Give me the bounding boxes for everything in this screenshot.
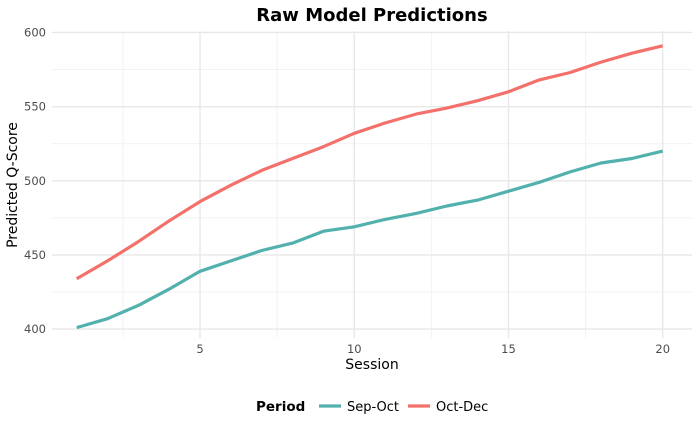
x-tick-label: 20 — [655, 342, 670, 356]
y-tick-label: 400 — [24, 322, 46, 336]
y-tick-label: 550 — [24, 100, 46, 114]
legend-title: Period — [256, 399, 305, 415]
y-axis-ticks: 400 450 500 550 600 — [24, 25, 46, 336]
x-axis-ticks: 5 10 15 20 — [196, 342, 670, 356]
series-line-oct-dec — [75, 44, 664, 281]
legend-label: Sep-Oct — [347, 400, 399, 415]
x-tick-label: 10 — [347, 342, 362, 356]
legend-label: Oct-Dec — [436, 400, 488, 415]
x-axis-title: Session — [345, 357, 398, 373]
y-axis-title: Predicted Q-Score — [5, 122, 21, 248]
series-lines — [75, 44, 664, 330]
gridlines — [52, 31, 692, 338]
y-tick-label: 450 — [24, 248, 46, 262]
x-tick-label: 15 — [501, 342, 516, 356]
chart-title: Raw Model Predictions — [256, 5, 487, 26]
y-tick-label: 600 — [24, 25, 46, 39]
legend: Period Sep-Oct Oct-Dec — [256, 399, 488, 415]
x-tick-label: 5 — [196, 342, 203, 356]
y-tick-label: 500 — [24, 174, 46, 188]
series-line-sep-oct — [76, 149, 664, 330]
